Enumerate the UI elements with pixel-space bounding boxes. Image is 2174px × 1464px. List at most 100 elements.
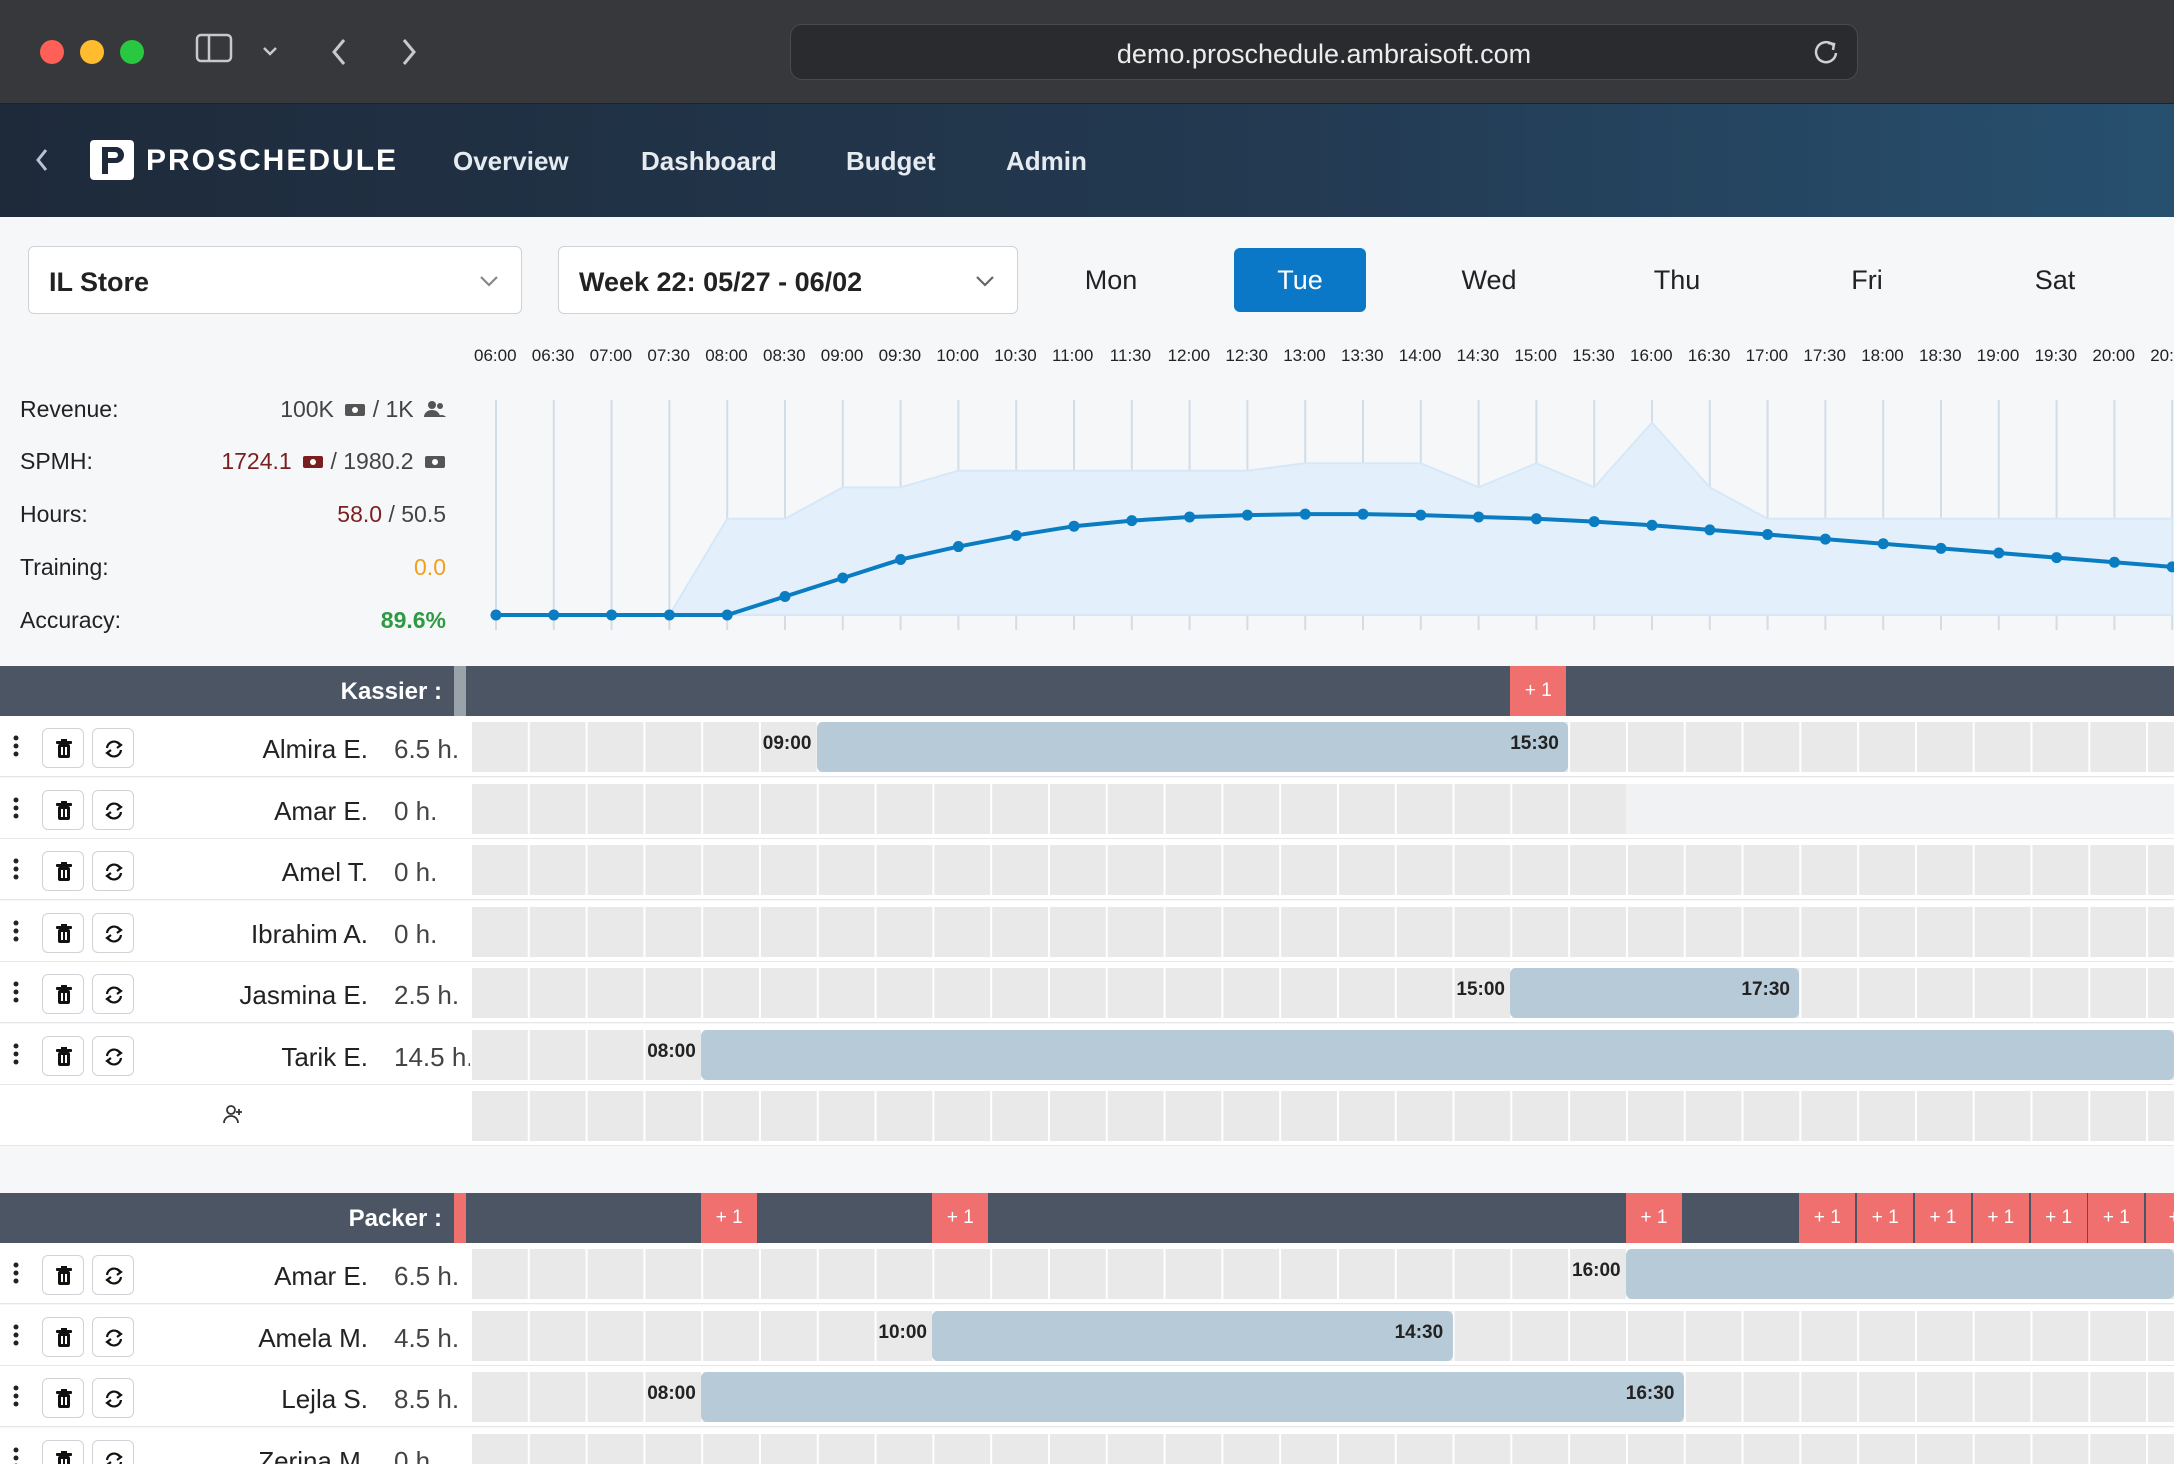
- week-select[interactable]: Week 22: 05/27 - 06/02: [558, 246, 1018, 314]
- hours-label: Hours:: [20, 501, 88, 527]
- swap-button[interactable]: [92, 1378, 134, 1418]
- address-bar[interactable]: demo.proschedule.ambraisoft.com: [790, 24, 1858, 80]
- shift-block[interactable]: [816, 722, 1569, 772]
- row-menu-icon[interactable]: [12, 1321, 20, 1356]
- forward-nav-icon[interactable]: [392, 32, 426, 81]
- day-tab-thu[interactable]: Thu: [1653, 265, 1701, 295]
- time-tick: 18:30: [1919, 346, 1962, 365]
- delete-button[interactable]: [42, 1255, 84, 1295]
- revenue-amount: 100K: [280, 396, 334, 422]
- chevron-down-icon: [477, 269, 501, 293]
- row-menu-icon[interactable]: [12, 1444, 20, 1464]
- understaffed-badge[interactable]: + 1: [2088, 1193, 2145, 1243]
- nav-budget[interactable]: Budget: [846, 146, 936, 176]
- chevron-down-icon[interactable]: [258, 32, 282, 86]
- time-slot-grid[interactable]: [470, 1433, 2174, 1464]
- employee-row: Lejla S. 8.5 h. 08:00 16:30: [0, 1366, 2174, 1427]
- understaffed-badge[interactable]: + 1: [701, 1193, 758, 1243]
- time-tick: 07:00: [589, 346, 633, 365]
- delete-button[interactable]: [42, 789, 84, 830]
- shift-block[interactable]: [1626, 1249, 2174, 1299]
- understaffed-badge[interactable]: + 1: [1972, 1193, 2029, 1243]
- delete-button[interactable]: [42, 851, 84, 891]
- employee-row: Amel T. 0 h.: [0, 839, 2174, 900]
- close-window-button[interactable]: [40, 40, 64, 64]
- day-tab-wed[interactable]: Wed: [1461, 265, 1517, 295]
- sidebar-toggle-icon[interactable]: [194, 32, 234, 73]
- employee-row: Jasmina E. 2.5 h. 15:00 17:30: [0, 962, 2174, 1023]
- time-slot-grid[interactable]: [470, 845, 2174, 895]
- day-tab-tue[interactable]: Tue: [1234, 248, 1366, 312]
- row-menu-icon[interactable]: [12, 1259, 20, 1294]
- swap-button[interactable]: [92, 789, 134, 830]
- reload-icon[interactable]: [1809, 35, 1843, 69]
- group-name: Kassier :: [340, 678, 442, 705]
- swap-button[interactable]: [92, 851, 134, 891]
- swap-button[interactable]: [92, 1439, 134, 1464]
- demand-point: [1357, 508, 1369, 520]
- swap-button[interactable]: [92, 1255, 134, 1295]
- url-text: demo.proschedule.ambraisoft.com: [1116, 39, 1532, 69]
- understaffed-badge[interactable]: + 1: [1510, 666, 1567, 716]
- row-menu-icon[interactable]: [12, 917, 20, 952]
- delete-button[interactable]: [42, 1378, 84, 1418]
- row-menu-icon[interactable]: [12, 1040, 20, 1075]
- back-nav-icon[interactable]: [322, 32, 356, 81]
- swap-button[interactable]: [92, 1316, 134, 1357]
- delete-button[interactable]: [42, 728, 84, 768]
- day-tab-sat[interactable]: Sat: [2034, 265, 2076, 295]
- understaffed-badge[interactable]: + 1: [932, 1193, 989, 1243]
- minimize-window-button[interactable]: [80, 40, 104, 64]
- swap-button[interactable]: [92, 728, 134, 768]
- shift-block[interactable]: [1510, 968, 1800, 1018]
- nav-dashboard[interactable]: Dashboard: [641, 146, 777, 176]
- shift-end-time: 16:30: [1625, 1383, 1675, 1404]
- row-menu-icon[interactable]: [12, 855, 20, 890]
- nav-overview[interactable]: Overview: [453, 146, 569, 176]
- swap-button[interactable]: [92, 912, 134, 953]
- delete-button[interactable]: [42, 1439, 84, 1464]
- understaffed-badge[interactable]: + 1: [1799, 1193, 1856, 1243]
- employee-hours: 6.5 h.: [394, 734, 460, 764]
- collapse-menu-icon[interactable]: [30, 140, 54, 189]
- shift-block[interactable]: [701, 1372, 1684, 1422]
- row-menu-icon[interactable]: [12, 978, 20, 1013]
- demand-point: [663, 609, 675, 621]
- employee-row: Zerina M. 0 h.: [0, 1427, 2174, 1464]
- store-select[interactable]: IL Store: [28, 246, 522, 314]
- understaffed-badge[interactable]: + 1: [2030, 1193, 2087, 1243]
- delete-button[interactable]: [42, 912, 84, 953]
- time-slot-grid[interactable]: [470, 1091, 2174, 1141]
- time-tick: 10:00: [936, 346, 979, 365]
- understaffed-badge[interactable]: + 1: [1626, 1193, 1682, 1243]
- add-user-icon[interactable]: [222, 1103, 244, 1130]
- group-name: Packer :: [348, 1205, 442, 1232]
- row-menu-icon[interactable]: [12, 732, 20, 767]
- row-menu-icon[interactable]: [12, 1382, 20, 1417]
- accuracy-label: Accuracy:: [20, 607, 121, 633]
- swap-button[interactable]: [92, 974, 134, 1014]
- time-tick: 17:30: [1803, 346, 1846, 365]
- delete-button[interactable]: [42, 1035, 84, 1076]
- delete-button[interactable]: [42, 1316, 84, 1357]
- swap-button[interactable]: [92, 1035, 134, 1076]
- day-tab-mon[interactable]: Mon: [1084, 265, 1138, 295]
- demand-point: [779, 591, 791, 602]
- day-tab-fri[interactable]: Fri: [1851, 265, 1883, 295]
- nav-admin[interactable]: Admin: [1006, 146, 1087, 176]
- understaffed-badge[interactable]: + 1: [1857, 1193, 1914, 1243]
- chevron-down-icon: [973, 269, 997, 293]
- time-tick: 13:00: [1283, 346, 1326, 365]
- row-menu-icon[interactable]: [12, 794, 20, 829]
- time-slot-grid[interactable]: [470, 906, 2174, 957]
- understaffed-badge[interactable]: + 1: [1915, 1193, 1971, 1243]
- time-tick: 19:00: [1976, 346, 2020, 365]
- time-tick: 11:30: [1109, 346, 1152, 365]
- employee-hours: 4.5 h.: [394, 1322, 460, 1353]
- understaffed-badge[interactable]: +: [2146, 1193, 2174, 1243]
- zoom-window-button[interactable]: [120, 40, 144, 64]
- shift-block[interactable]: [932, 1310, 1453, 1361]
- time-slot-grid[interactable]: [470, 968, 2174, 1018]
- shift-block[interactable]: [701, 1029, 2174, 1080]
- delete-button[interactable]: [42, 974, 84, 1014]
